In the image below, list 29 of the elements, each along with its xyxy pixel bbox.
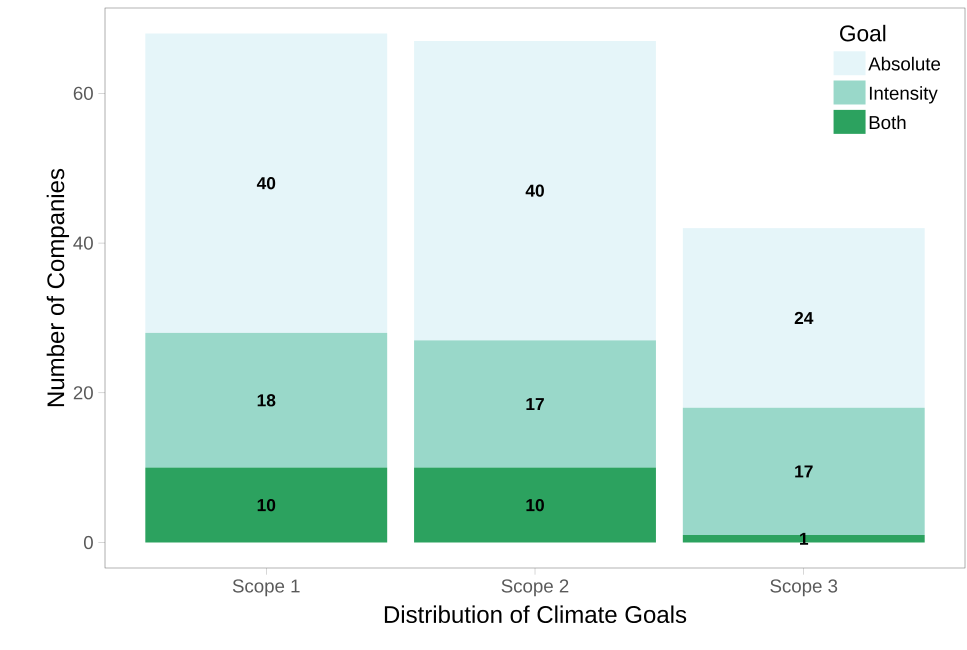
x-tick-label: Scope 1 bbox=[232, 579, 300, 596]
x-axis-title: Distribution of Climate Goals bbox=[384, 605, 686, 624]
bar bbox=[414, 468, 656, 543]
data-label: 17 bbox=[795, 465, 813, 478]
y-tick-label: 60 bbox=[74, 86, 93, 100]
legend-label: Intensity bbox=[870, 86, 938, 104]
bar bbox=[682, 228, 925, 408]
legend-title: Goal bbox=[840, 24, 886, 42]
y-axis-title: Number of Companies bbox=[46, 168, 70, 406]
data-label: 40 bbox=[256, 177, 276, 190]
x-tick-label: Scope 2 bbox=[502, 579, 568, 596]
data-label: 17 bbox=[526, 398, 544, 410]
bar bbox=[145, 33, 388, 333]
y-tick-label: 0 bbox=[84, 536, 93, 550]
legend-label: Absolute bbox=[868, 56, 940, 71]
data-label: 10 bbox=[258, 498, 276, 512]
data-label: 10 bbox=[526, 498, 544, 512]
x-tick-label: Scope 3 bbox=[770, 579, 838, 596]
y-tick-label: 40 bbox=[73, 236, 93, 250]
data-label: 1 bbox=[800, 532, 808, 545]
y-tick-label: 20 bbox=[74, 386, 93, 400]
data-label: 18 bbox=[258, 394, 276, 406]
bar bbox=[145, 332, 388, 468]
legend-label: Both bbox=[870, 115, 906, 130]
bar bbox=[145, 468, 388, 543]
bar bbox=[414, 340, 656, 468]
bar bbox=[414, 40, 656, 340]
data-label: 40 bbox=[526, 184, 544, 197]
data-label: 24 bbox=[794, 312, 814, 324]
